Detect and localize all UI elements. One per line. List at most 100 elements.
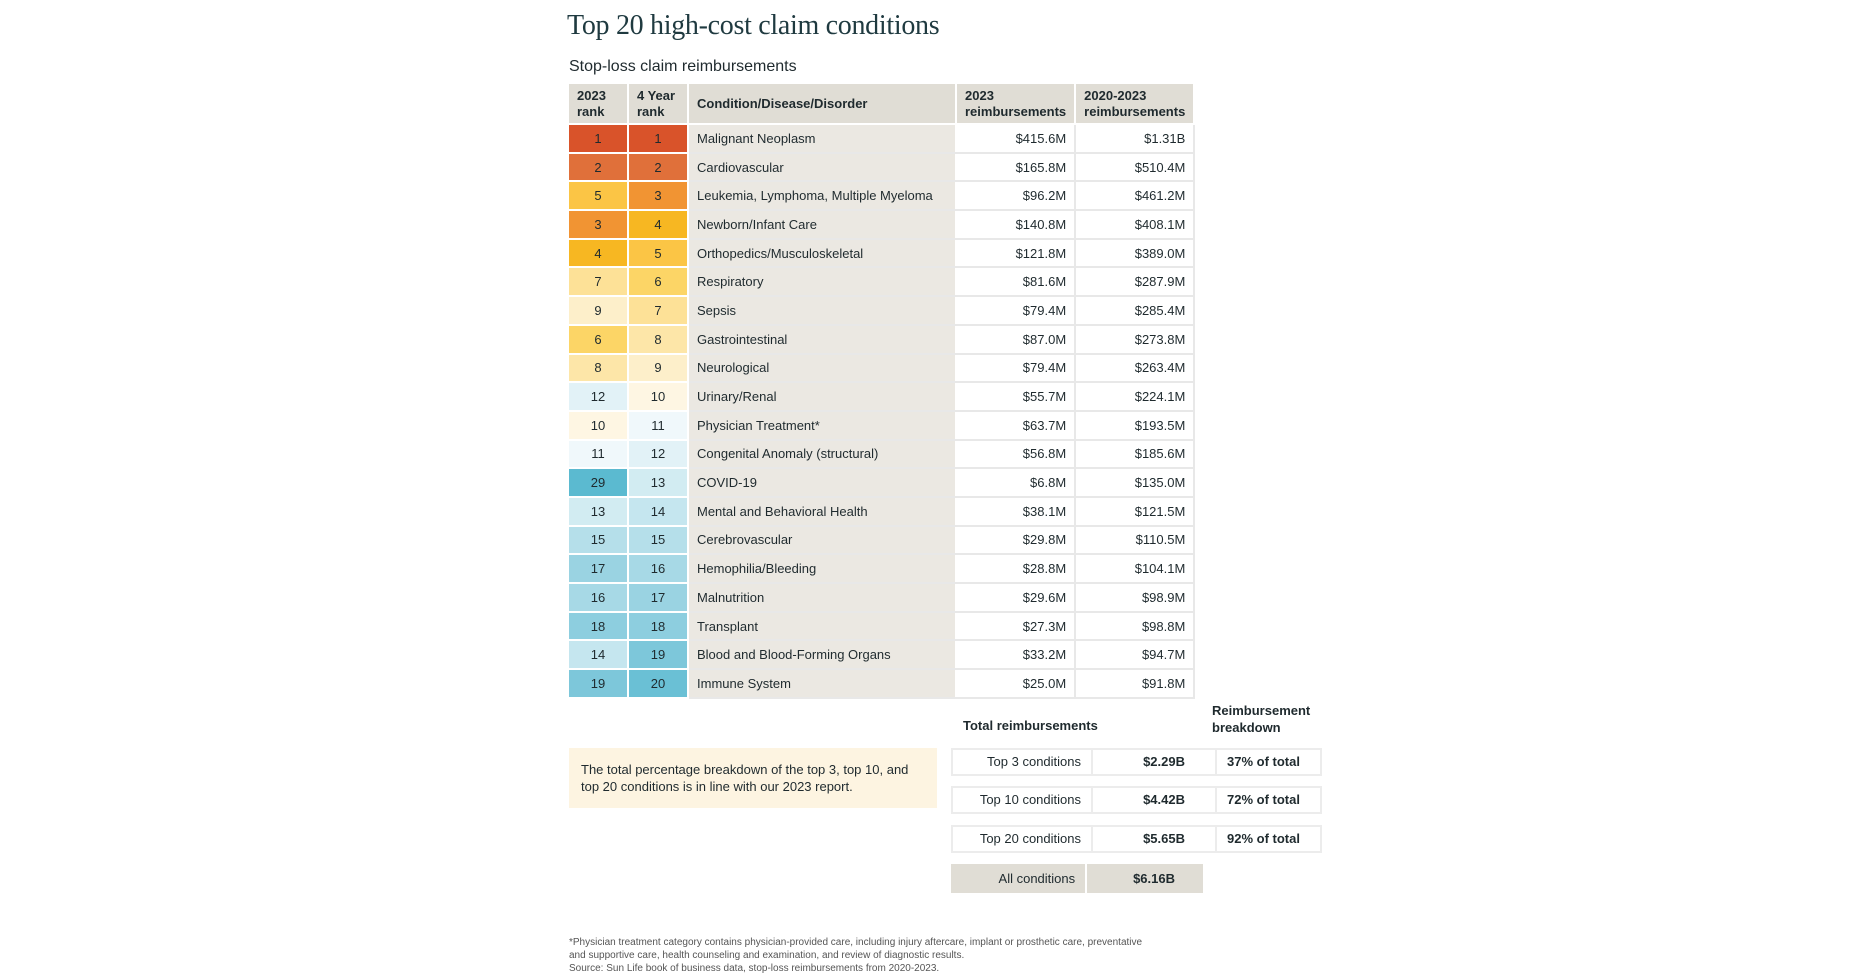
rank-4year-cell: 15: [628, 525, 689, 556]
reimbursement-2020-2023-cell: $408.1M: [1075, 210, 1196, 240]
table-row: 12 10 Urinary/Renal $55.7M $224.1M: [569, 382, 1196, 412]
condition-cell: Blood and Blood-Forming Organs: [688, 640, 957, 671]
rank-2023-cell: 7: [569, 267, 629, 298]
table-row: 9 7 Sepsis $79.4M $285.4M: [569, 296, 1196, 326]
condition-cell: Newborn/Infant Care: [688, 210, 957, 240]
condition-cell: COVID-19: [688, 468, 957, 498]
table-row: 29 13 COVID-19 $6.8M $135.0M: [569, 468, 1196, 498]
header-2023-rank: 2023 rank: [569, 84, 629, 125]
reimbursement-2020-2023-cell: $285.4M: [1075, 296, 1196, 326]
reimbursement-2020-2023-cell: $185.6M: [1075, 439, 1196, 470]
footnote: and supportive care, health counseling a…: [569, 950, 965, 961]
summary-label: Top 3 conditions: [953, 750, 1093, 774]
reimbursement-2023-cell: $87.0M: [956, 324, 1077, 355]
table-row: 13 14 Mental and Behavioral Health $38.1M $1…: [569, 496, 1196, 527]
summary-row-all-conditions: All conditions $6.16B: [951, 864, 1203, 893]
total-reimbursements-label: Total reimbursements: [963, 718, 1098, 733]
table-row: 15 15 Cerebrovascular $29.8M $110.5M: [569, 525, 1196, 556]
header-text: 2020-2023: [1084, 87, 1147, 103]
rank-2023-cell: 11: [569, 439, 629, 470]
summary-row-top-3: Top 3 conditions $2.29B 37% of total: [951, 748, 1322, 776]
condition-cell: Physician Treatment*: [688, 410, 957, 441]
footnote: *Physician treatment category contains p…: [569, 937, 1143, 948]
table-row: 16 17 Malnutrition $29.6M $98.9M: [569, 583, 1196, 613]
reimbursement-2020-2023-cell: $91.8M: [1075, 669, 1196, 699]
reimbursement-2020-2023-cell: $461.2M: [1075, 181, 1196, 212]
header-text: 2023: [965, 87, 994, 103]
table-row: 4 5 Orthopedics/Musculoskeletal $121.8M $389…: [569, 238, 1196, 269]
condition-cell: Sepsis: [688, 296, 957, 326]
rank-2023-cell: 13: [569, 496, 629, 527]
reimbursement-2020-2023-cell: $287.9M: [1075, 267, 1196, 298]
rank-4year-cell: 3: [628, 181, 689, 212]
rank-4year-cell: 19: [628, 640, 689, 671]
condition-cell: Neurological: [688, 353, 957, 384]
rank-2023-cell: 5: [569, 181, 629, 212]
reimbursement-2020-2023-cell: $104.1M: [1075, 554, 1196, 584]
reimbursement-2020-2023-cell: $94.7M: [1075, 640, 1196, 671]
condition-cell: Cerebrovascular: [688, 525, 957, 556]
rank-2023-cell: 3: [569, 210, 629, 240]
reimbursement-2023-cell: $28.8M: [956, 554, 1077, 584]
reimbursement-2023-cell: $27.3M: [956, 611, 1077, 642]
rank-2023-cell: 8: [569, 353, 629, 384]
header-text: rank: [577, 103, 605, 119]
rank-4year-cell: 8: [628, 324, 689, 355]
reimbursement-2020-2023-cell: $510.4M: [1075, 152, 1196, 183]
table-row: 10 11 Physician Treatment* $63.7M $193.5M: [569, 410, 1196, 441]
summary-value: $4.42B: [1093, 788, 1217, 812]
reimbursement-2023-cell: $140.8M: [956, 210, 1077, 240]
summary-percent: 92% of total: [1227, 831, 1300, 846]
summary-row-top-10: Top 10 conditions $4.42B 72% of total: [951, 786, 1322, 814]
header-text: reimbursements: [1084, 103, 1186, 119]
rank-2023-cell: 18: [569, 611, 629, 642]
rank-4year-cell: 20: [628, 669, 689, 699]
rank-2023-cell: 6: [569, 324, 629, 355]
rank-4year-cell: 5: [628, 238, 689, 269]
reimbursement-2023-cell: $79.4M: [956, 296, 1077, 326]
rank-2023-cell: 4: [569, 238, 629, 269]
header-text: 4 Year: [637, 87, 676, 103]
summary-row-top-20: Top 20 conditions $5.65B 92% of total: [951, 825, 1322, 853]
rank-4year-cell: 12: [628, 439, 689, 470]
rank-4year-cell: 14: [628, 496, 689, 527]
table-row: 6 8 Gastrointestinal $87.0M $273.8M: [569, 324, 1196, 355]
reimbursement-breakdown-label: Reimbursement breakdown: [1212, 702, 1310, 736]
table-row: 19 20 Immune System $25.0M $91.8M: [569, 669, 1196, 699]
summary-percent: 37% of total: [1227, 754, 1300, 769]
condition-cell: Congenital Anomaly (structural): [688, 439, 957, 470]
reimbursement-2020-2023-cell: $273.8M: [1075, 324, 1196, 355]
reimbursement-2023-cell: $25.0M: [956, 669, 1077, 699]
reimbursement-2023-cell: $56.8M: [956, 439, 1077, 470]
rank-4year-cell: 18: [628, 611, 689, 642]
header-text: 2023: [577, 87, 606, 103]
reimbursement-2023-cell: $165.8M: [956, 152, 1077, 183]
rank-4year-cell: 2: [628, 152, 689, 183]
rank-4year-cell: 7: [628, 296, 689, 326]
header-4year-rank: 4 Year rank: [628, 84, 689, 125]
reimbursement-2020-2023-cell: $263.4M: [1075, 353, 1196, 384]
rank-2023-cell: 9: [569, 296, 629, 326]
rank-2023-cell: 10: [569, 410, 629, 441]
condition-cell: Hemophilia/Bleeding: [688, 554, 957, 584]
rank-2023-cell: 19: [569, 669, 629, 699]
summary-label: Top 10 conditions: [953, 788, 1093, 812]
rank-4year-cell: 6: [628, 267, 689, 298]
note-callout: The total percentage breakdown of the to…: [569, 748, 937, 808]
reimbursement-2023-cell: $33.2M: [956, 640, 1077, 671]
header-2023-reimbursements: 2023 reimbursements: [956, 84, 1077, 125]
condition-cell: Gastrointestinal: [688, 324, 957, 355]
condition-cell: Malignant Neoplasm: [688, 124, 957, 154]
label-line: breakdown: [1212, 720, 1281, 735]
rank-2023-cell: 15: [569, 525, 629, 556]
rank-4year-cell: 1: [628, 124, 689, 154]
header-text: rank: [637, 103, 665, 119]
table-row: 3 4 Newborn/Infant Care $140.8M $408.1M: [569, 210, 1196, 240]
reimbursement-2023-cell: $29.8M: [956, 525, 1077, 556]
rank-4year-cell: 13: [628, 468, 689, 498]
reimbursement-2020-2023-cell: $389.0M: [1075, 238, 1196, 269]
source-note: Source: Sun Life book of business data, …: [569, 963, 940, 974]
reimbursement-2023-cell: $121.8M: [956, 238, 1077, 269]
summary-label: Top 20 conditions: [953, 827, 1093, 851]
condition-cell: Cardiovascular: [688, 152, 957, 183]
